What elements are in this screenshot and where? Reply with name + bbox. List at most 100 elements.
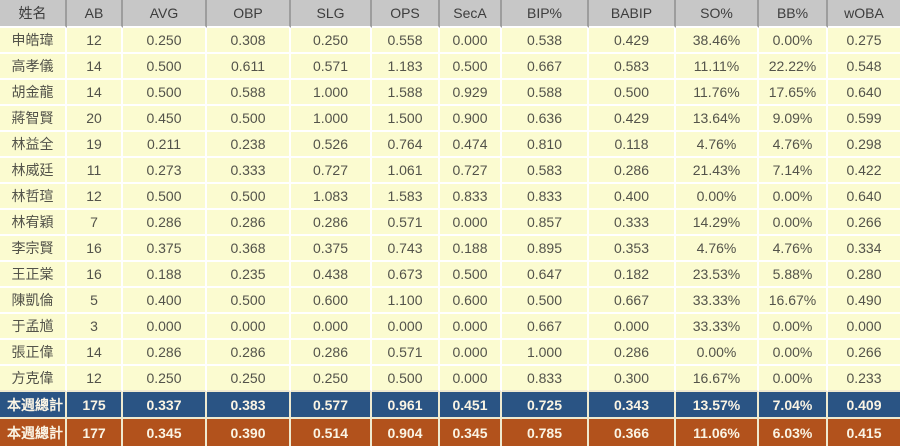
stat-cell: 9.09% xyxy=(759,106,828,132)
stat-cell: 11.11% xyxy=(676,54,759,80)
total-stat-cell: 0.390 xyxy=(207,419,291,446)
total-stat-cell: 0.785 xyxy=(502,419,589,446)
stat-cell: 1.588 xyxy=(372,80,440,106)
player-name-cell: 王正棠 xyxy=(0,262,67,288)
stat-cell: 0.308 xyxy=(207,28,291,54)
stat-cell: 7.14% xyxy=(759,158,828,184)
stat-cell: 0.500 xyxy=(123,80,207,106)
player-name-cell: 林威廷 xyxy=(0,158,67,184)
stat-cell: 0.438 xyxy=(291,262,372,288)
stat-cell: 0.548 xyxy=(828,54,900,80)
stat-cell: 0.571 xyxy=(291,54,372,80)
stat-cell: 38.46% xyxy=(676,28,759,54)
stat-cell: 12 xyxy=(67,184,123,210)
header-cell: OPS xyxy=(372,0,440,28)
total-stat-cell: 177 xyxy=(67,419,123,446)
stat-cell: 0.429 xyxy=(589,28,676,54)
total-stat-cell: 0.514 xyxy=(291,419,372,446)
stat-cell: 0.474 xyxy=(440,132,502,158)
stat-cell: 4.76% xyxy=(676,236,759,262)
stat-cell: 0.250 xyxy=(123,28,207,54)
header-cell: wOBA xyxy=(828,0,900,28)
stat-cell: 0.571 xyxy=(372,210,440,236)
player-name-cell: 方克偉 xyxy=(0,366,67,392)
player-name-cell: 陳凱倫 xyxy=(0,288,67,314)
stat-cell: 0.727 xyxy=(291,158,372,184)
stat-cell: 0.333 xyxy=(207,158,291,184)
player-name-cell: 林益全 xyxy=(0,132,67,158)
header-cell: AVG xyxy=(123,0,207,28)
table-row: 申皓瑋 12 0.250 0.308 0.250 0.558 0.000 0.538 0.429… xyxy=(0,28,900,54)
stat-cell: 0.640 xyxy=(828,184,900,210)
stat-cell: 0.286 xyxy=(207,340,291,366)
stat-cell: 0.353 xyxy=(589,236,676,262)
header-row: 姓名 AB AVG OBP SLG OPS SecA BIP% BABIP SO% BB% wOBA xyxy=(0,0,900,28)
stat-cell: 12 xyxy=(67,366,123,392)
stat-cell: 0.857 xyxy=(502,210,589,236)
stat-cell: 16.67% xyxy=(759,288,828,314)
stat-cell: 11.76% xyxy=(676,80,759,106)
table-row: 王正棠 16 0.188 0.235 0.438 0.673 0.500 0.647 0.182… xyxy=(0,262,900,288)
stat-cell: 13.64% xyxy=(676,106,759,132)
stat-cell: 0.286 xyxy=(123,340,207,366)
stat-cell: 4.76% xyxy=(676,132,759,158)
stat-cell: 7 xyxy=(67,210,123,236)
stat-cell: 0.182 xyxy=(589,262,676,288)
stat-cell: 0.500 xyxy=(207,184,291,210)
total-stat-cell: 0.409 xyxy=(828,392,900,419)
total-stat-cell: 0.415 xyxy=(828,419,900,446)
stat-cell: 0.00% xyxy=(759,210,828,236)
stat-cell: 0.727 xyxy=(440,158,502,184)
stat-cell: 0.238 xyxy=(207,132,291,158)
stat-cell: 0.400 xyxy=(123,288,207,314)
stat-cell: 0.286 xyxy=(589,340,676,366)
stat-cell: 14 xyxy=(67,340,123,366)
header-cell-name: 姓名 xyxy=(0,0,67,28)
total-stat-cell: 0.904 xyxy=(372,419,440,446)
player-name-cell: 胡金龍 xyxy=(0,80,67,106)
total-stat-cell: 0.725 xyxy=(502,392,589,419)
total-stat-cell: 0.337 xyxy=(123,392,207,419)
total-stat-cell: 0.345 xyxy=(440,419,502,446)
stat-cell: 16.67% xyxy=(676,366,759,392)
stat-cell: 14 xyxy=(67,80,123,106)
stat-cell: 0.118 xyxy=(589,132,676,158)
stat-cell: 0.636 xyxy=(502,106,589,132)
stat-cell: 0.000 xyxy=(828,314,900,340)
stat-cell: 1.000 xyxy=(291,106,372,132)
stat-cell: 0.500 xyxy=(440,262,502,288)
table-row: 林哲瑄 12 0.500 0.500 1.083 1.583 0.833 0.833 0.400… xyxy=(0,184,900,210)
stat-cell: 5 xyxy=(67,288,123,314)
stat-cell: 1.500 xyxy=(372,106,440,132)
stat-cell: 0.538 xyxy=(502,28,589,54)
stat-cell: 1.100 xyxy=(372,288,440,314)
stat-cell: 0.667 xyxy=(589,288,676,314)
stat-cell: 0.500 xyxy=(123,184,207,210)
player-name-cell: 林宥穎 xyxy=(0,210,67,236)
header-cell: BIP% xyxy=(502,0,589,28)
stat-cell: 0.286 xyxy=(123,210,207,236)
stat-cell: 0.334 xyxy=(828,236,900,262)
stat-cell: 1.061 xyxy=(372,158,440,184)
stat-cell: 0.00% xyxy=(676,184,759,210)
stat-cell: 0.000 xyxy=(589,314,676,340)
stat-cell: 0.647 xyxy=(502,262,589,288)
player-name-cell: 張正偉 xyxy=(0,340,67,366)
total-stat-cell: 11.06% xyxy=(676,419,759,446)
stat-cell: 0.266 xyxy=(828,340,900,366)
stat-cell: 17.65% xyxy=(759,80,828,106)
stat-cell: 0.500 xyxy=(589,80,676,106)
header-cell: AB xyxy=(67,0,123,28)
stat-cell: 0.422 xyxy=(828,158,900,184)
stat-cell: 0.929 xyxy=(440,80,502,106)
stat-cell: 0.333 xyxy=(589,210,676,236)
total-stat-cell: 6.03% xyxy=(759,419,828,446)
stat-cell: 0.583 xyxy=(589,54,676,80)
stat-cell: 12 xyxy=(67,28,123,54)
stat-cell: 0.000 xyxy=(440,28,502,54)
total-label-cell: 本週總計 xyxy=(0,392,67,419)
stat-cell: 0.235 xyxy=(207,262,291,288)
stat-cell: 0.286 xyxy=(291,210,372,236)
stat-cell: 0.00% xyxy=(676,340,759,366)
